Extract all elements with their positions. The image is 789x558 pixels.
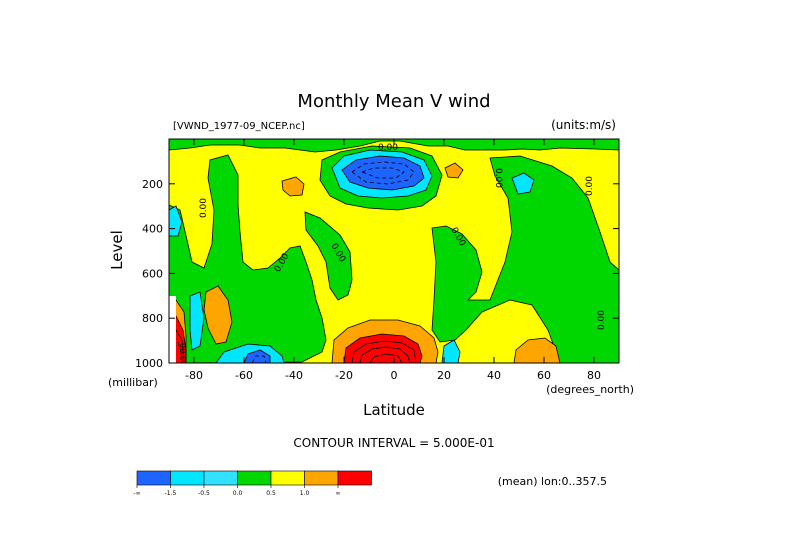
colorbar-swatch	[203, 470, 238, 486]
contour-line-pos-2	[359, 346, 411, 363]
contour-fill-blue-low	[243, 349, 271, 363]
zero-label: 0.00	[179, 343, 188, 361]
colorbar-label: ∞	[336, 490, 341, 497]
positive-contour-lines	[175, 329, 417, 363]
x-tick-label: 0	[391, 369, 398, 382]
x-tick-label: -80	[185, 369, 203, 382]
contour-fill-cyan-eq	[441, 339, 461, 363]
x-tick-label: 60	[537, 369, 551, 382]
colorbar-swatch	[337, 470, 372, 486]
y-tick-label: 800	[142, 312, 163, 325]
y-axis: 200 400 600 800 1000	[135, 178, 619, 370]
dataset-label: [VWND_1977-09_NCEP.nc]	[173, 121, 305, 132]
x-axis-units: (degrees_north)	[546, 383, 634, 396]
y-axis-label: Level	[108, 230, 126, 270]
negative-contour-lines	[251, 161, 415, 363]
chart-title: Monthly Mean V wind	[297, 91, 490, 112]
contour-line-pos-1	[351, 340, 417, 363]
contour-fill-orange-1	[281, 176, 305, 197]
x-tick-label: -40	[285, 369, 303, 382]
colorbar-swatch	[136, 470, 171, 486]
contour-fill-orange-4	[513, 337, 561, 363]
contour-fill-orange-2	[444, 162, 464, 179]
contour-fill-orange-3	[203, 285, 233, 345]
colorbar-label: -1.5	[165, 490, 177, 497]
y-tick-label: 400	[142, 223, 163, 236]
units-label: (units:m/s)	[551, 118, 616, 132]
y-tick-label: 600	[142, 267, 163, 280]
contour-line-neg-2	[360, 167, 405, 179]
contour-fills	[169, 139, 619, 363]
colorbar-swatch	[270, 470, 305, 486]
zero-label: 0.00	[597, 310, 607, 330]
contour-fill-green-top	[169, 139, 619, 153]
contour-fill-blue-upper	[341, 155, 425, 191]
contour-line-pos-5	[177, 341, 183, 363]
x-tick-label: -60	[235, 369, 253, 382]
y-axis-units: (millibar)	[108, 376, 158, 389]
colorbar-swatch	[170, 470, 205, 486]
colorbar-label: -0.5	[198, 490, 210, 497]
contour-fill-cyan-sw	[189, 291, 205, 351]
missing-data-region	[169, 296, 176, 363]
contour-fill-green-mid	[304, 211, 353, 301]
colorbar-label: 0.5	[266, 490, 276, 497]
contour-line-pos-4	[175, 329, 185, 363]
x-tick-label: 40	[487, 369, 501, 382]
y-tick-label: 200	[142, 178, 163, 191]
mean-text: (mean) lon:0..357.5	[498, 475, 607, 488]
contour-fill-red-1	[343, 333, 423, 363]
colorbar-label: 1.0	[300, 490, 310, 497]
x-tick-label: 20	[437, 369, 451, 382]
zero-label: 0.00	[199, 198, 209, 218]
y-tick-label: 1000	[135, 357, 163, 370]
zero-label: 0.00	[378, 143, 398, 153]
x-tick-label: -20	[335, 369, 353, 382]
contour-interval-text: CONTOUR INTERVAL = 5.000E-01	[293, 436, 494, 450]
colorbar-swatch	[304, 470, 339, 486]
x-axis-label: Latitude	[363, 401, 425, 419]
x-axis: -80 -60 -40 -20 0 20 40 60 80	[185, 139, 601, 382]
zero-label: 0.00	[585, 176, 595, 196]
contour-fill-cyan-nh	[511, 172, 535, 195]
colorbar-label: -∞	[133, 490, 140, 497]
contour-line-pos-3	[369, 353, 403, 363]
colorbar: -∞ -1.5 -0.5 0.0 0.5 1.0 ∞	[133, 470, 372, 497]
zero-label: 0.00	[493, 168, 503, 188]
contour-fill-green-nh	[431, 155, 619, 363]
contour-line-neg-1	[351, 161, 415, 185]
x-tick-label: 80	[587, 369, 601, 382]
colorbar-label: 0.0	[233, 490, 243, 497]
colorbar-swatch	[237, 470, 272, 486]
